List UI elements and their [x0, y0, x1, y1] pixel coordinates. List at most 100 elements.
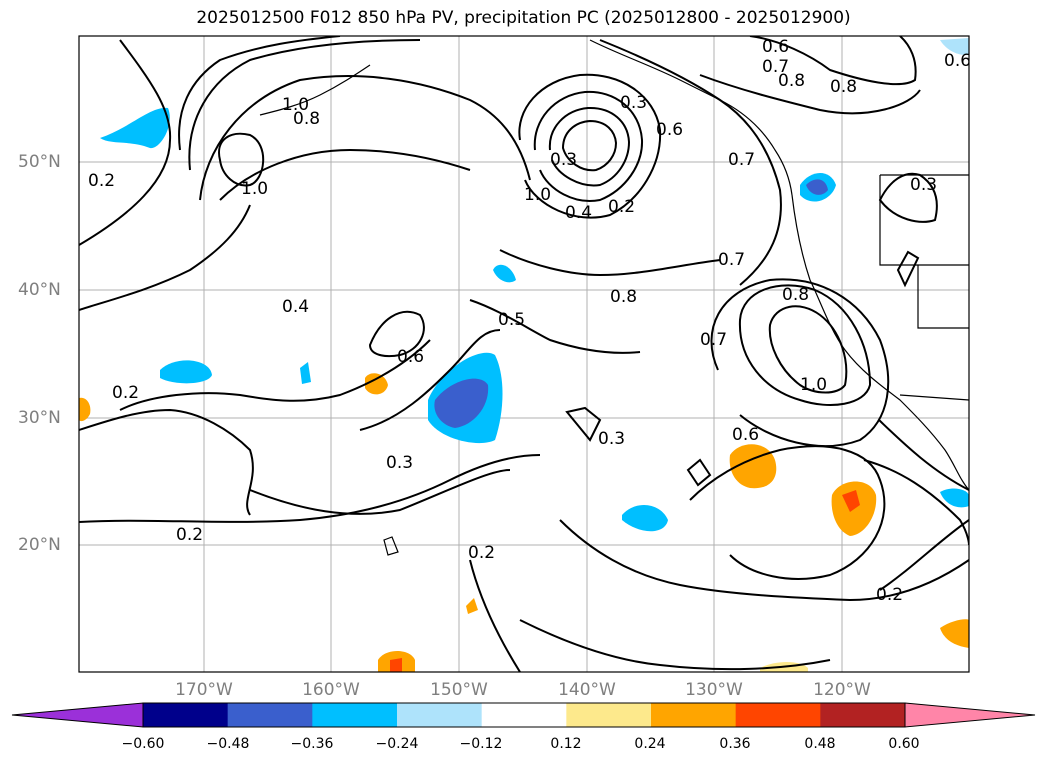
contour-label: 1.0 [524, 185, 551, 205]
contour-o [518, 73, 662, 219]
colorbar-segment [397, 703, 483, 727]
contour-label: 0.4 [565, 203, 592, 223]
contour-label: 0.5 [498, 310, 525, 330]
state-borders [879, 174, 969, 329]
contour-ag [878, 172, 938, 223]
colorbar-tick: −0.12 [459, 736, 503, 752]
colorbar-tick: 0.36 [719, 736, 751, 752]
contour-label: 0.3 [386, 453, 413, 473]
blob-pos-4-core [390, 658, 402, 672]
contour-ah [878, 419, 969, 491]
lat-label: 30°N [18, 408, 61, 428]
contour-aa [559, 519, 969, 602]
lon-label: 150°W [430, 680, 488, 700]
contour-af [896, 250, 920, 288]
contour-label: 0.6 [944, 51, 971, 71]
contour-label: 0.3 [620, 93, 647, 113]
blob-neg-1 [100, 107, 170, 149]
colorbar-extend-high [904, 702, 1036, 728]
contour-label: 0.8 [782, 285, 809, 305]
contour-j [79, 454, 541, 523]
contour-label: 0.7 [718, 250, 745, 270]
contour-label: 0.8 [610, 287, 637, 307]
blob-neg-3 [300, 362, 311, 384]
blob-pos-5 [79, 397, 91, 422]
colorbar-tick: −0.36 [290, 736, 334, 752]
contour-label: 0.4 [282, 297, 309, 317]
contour-f [218, 132, 265, 187]
colorbar-segment [735, 703, 821, 727]
lon-label: 140°W [558, 680, 616, 700]
gridlines [79, 36, 969, 672]
contour-c [188, 39, 421, 171]
contour-ad [565, 406, 602, 442]
contour-label: 1.0 [282, 95, 309, 115]
coast-us-mexico [791, 194, 969, 491]
blob-neg-5 [493, 264, 516, 283]
contour-z [689, 445, 886, 580]
pv-contours [79, 36, 969, 672]
contour-u [699, 74, 921, 115]
contour-m [359, 329, 501, 431]
blob-pos-3 [365, 373, 388, 395]
contour-label: 0.2 [608, 197, 635, 217]
coast-alaska-bc [589, 39, 793, 196]
contour-r [561, 119, 618, 172]
map-plot: 1.0 0.8 0.2 1.0 0.4 0.6 0.2 0.3 0.2 0.2 … [78, 35, 971, 673]
colorbar-tick: 0.24 [634, 736, 666, 752]
contour-label: 0.6 [397, 347, 424, 367]
colorbar-tick: −0.48 [206, 736, 250, 752]
contour-label: 0.3 [550, 150, 577, 170]
colorbar-tick: 0.48 [804, 736, 836, 752]
contour-aj [879, 519, 969, 591]
contour-labels: 1.0 0.8 0.2 1.0 0.4 0.6 0.2 0.3 0.2 0.2 … [88, 37, 971, 605]
colorbar-tick: −0.24 [375, 736, 419, 752]
contour-q [548, 106, 631, 187]
colorbar-tick: 0.60 [888, 736, 920, 752]
contour-label: 0.2 [112, 383, 139, 403]
coast-baja [899, 394, 969, 401]
contour-e [219, 148, 471, 201]
contour-label: 0.2 [176, 525, 203, 545]
contour-a [79, 39, 172, 246]
contour-label: 0.3 [910, 175, 937, 195]
lon-label: 130°W [685, 680, 743, 700]
lat-label: 40°N [18, 280, 61, 300]
contour-n [469, 299, 641, 354]
contour-label: 0.7 [762, 57, 789, 77]
contour-ac [469, 559, 521, 672]
lon-label: 170°W [175, 680, 233, 700]
map-title: 2025012500 F012 850 hPa PV, precipitatio… [196, 8, 851, 28]
contour-label: 0.6 [732, 425, 759, 445]
contour-i [79, 408, 254, 516]
contour-ae [686, 458, 712, 487]
blob-neg-8 [940, 488, 969, 508]
colorbar-extend-low [11, 702, 144, 728]
lon-label: 160°W [302, 680, 360, 700]
contour-label: 0.2 [468, 543, 495, 563]
lon-label: 120°W [813, 680, 871, 700]
colorbar-segment [481, 703, 567, 727]
colorbar-segment [651, 703, 737, 727]
blob-pos-6 [940, 619, 969, 648]
contour-label: 1.0 [241, 179, 268, 199]
colorbar-segment [143, 703, 229, 727]
coast-aleutians [259, 64, 371, 116]
coast-hawaii [383, 536, 399, 556]
contour-label: 0.7 [700, 330, 727, 350]
contour-h [119, 339, 431, 411]
contour-l [368, 310, 425, 358]
contour-label: 0.3 [598, 429, 625, 449]
contour-v [749, 36, 917, 86]
contour-g [79, 204, 251, 311]
contour-label: 0.6 [656, 120, 683, 140]
blob-neg-9 [940, 38, 969, 56]
colorbar-segment [227, 703, 313, 727]
contour-d [199, 75, 531, 201]
blob-neg-7-core [806, 179, 828, 195]
contour-t [599, 39, 782, 286]
colorbar-segment [820, 703, 906, 727]
contour-x [738, 284, 872, 406]
contour-label: 0.8 [293, 109, 320, 129]
precip-shading [79, 38, 969, 672]
